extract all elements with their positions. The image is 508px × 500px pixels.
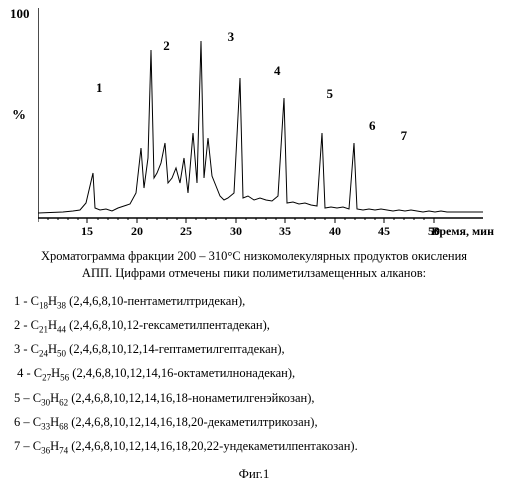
x-tick-30: 30 [230, 224, 242, 239]
peak-label-3: 3 [228, 29, 235, 45]
chromatogram-chart [38, 8, 483, 238]
x-tick-40: 40 [329, 224, 341, 239]
chromatogram-svg [38, 8, 483, 238]
x-tick-15: 15 [81, 224, 93, 239]
x-tick-45: 45 [378, 224, 390, 239]
x-tick-25: 25 [180, 224, 192, 239]
x-tick-20: 20 [131, 224, 143, 239]
legend-list: 1 - C18H38 (2,4,6,8,10-пентаметилтридека… [14, 290, 494, 459]
y-axis-label-100: 100 [10, 6, 30, 22]
legend-item-2: 2 - C21H44 (2,4,6,8,10,12-гексаметилпент… [14, 314, 494, 338]
y-axis-label-percent: % [12, 108, 26, 124]
x-axis-label: Время, мин [431, 224, 494, 239]
peak-label-5: 5 [326, 86, 333, 102]
figure-label: Фиг.1 [0, 466, 508, 482]
legend-item-4: 4 - C27H56 (2,4,6,8,10,12,14,16-октамети… [14, 362, 494, 386]
legend-item-3: 3 - C24H50 (2,4,6,8,10,12,14-гептаметилг… [14, 338, 494, 362]
x-tick-35: 35 [279, 224, 291, 239]
legend-item-5: 5 – C30H62 (2,4,6,8,10,12,14,16,18-нонам… [14, 387, 494, 411]
peak-label-7: 7 [401, 128, 408, 144]
peak-label-4: 4 [274, 63, 281, 79]
peak-label-2: 2 [163, 38, 170, 54]
caption-line-1: Хроматограмма фракции 200 – 310°С низком… [0, 248, 508, 266]
peak-label-1: 1 [96, 80, 103, 96]
legend-item-6: 6 – C33H68 (2,4,6,8,10,12,14,16,18,20-де… [14, 411, 494, 435]
peak-label-6: 6 [369, 118, 376, 134]
legend-item-1: 1 - C18H38 (2,4,6,8,10-пентаметилтридека… [14, 290, 494, 314]
caption-line-2: АПП. Цифрами отмечены пики полиметилзаме… [0, 266, 508, 281]
legend-item-7: 7 – C36H74 (2,4,6,8,10,12,14,16,18,20,22… [14, 435, 494, 459]
